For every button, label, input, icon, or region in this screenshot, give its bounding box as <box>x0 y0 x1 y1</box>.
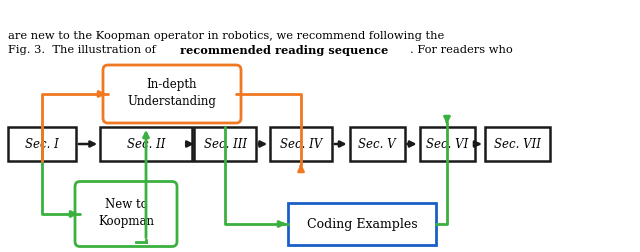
Text: are new to the Koopman operator in robotics, we recommend following the: are new to the Koopman operator in robot… <box>8 31 444 41</box>
Text: Sec. III: Sec. III <box>204 138 246 151</box>
Text: Sec. II: Sec. II <box>127 138 165 151</box>
Text: Sec. IV: Sec. IV <box>280 138 322 151</box>
FancyBboxPatch shape <box>103 66 241 123</box>
Text: Sec. I: Sec. I <box>25 138 59 151</box>
Text: Fig. 3.  The illustration of: Fig. 3. The illustration of <box>8 45 159 55</box>
Bar <box>270 128 332 161</box>
Text: New to
Koopman: New to Koopman <box>98 198 154 227</box>
Bar <box>419 128 474 161</box>
Bar <box>8 128 76 161</box>
Bar <box>194 128 256 161</box>
Bar <box>349 128 404 161</box>
Text: In-depth
Understanding: In-depth Understanding <box>127 78 216 107</box>
Text: Sec. VI: Sec. VI <box>426 138 468 151</box>
Text: Coding Examples: Coding Examples <box>307 218 417 231</box>
Bar <box>484 128 550 161</box>
FancyBboxPatch shape <box>75 182 177 246</box>
Text: . For readers who: . For readers who <box>410 45 513 55</box>
Text: recommended reading sequence: recommended reading sequence <box>180 45 388 56</box>
Bar <box>100 128 192 161</box>
FancyBboxPatch shape <box>288 203 436 245</box>
Text: Sec. V: Sec. V <box>358 138 396 151</box>
Text: Sec. VII: Sec. VII <box>493 138 540 151</box>
